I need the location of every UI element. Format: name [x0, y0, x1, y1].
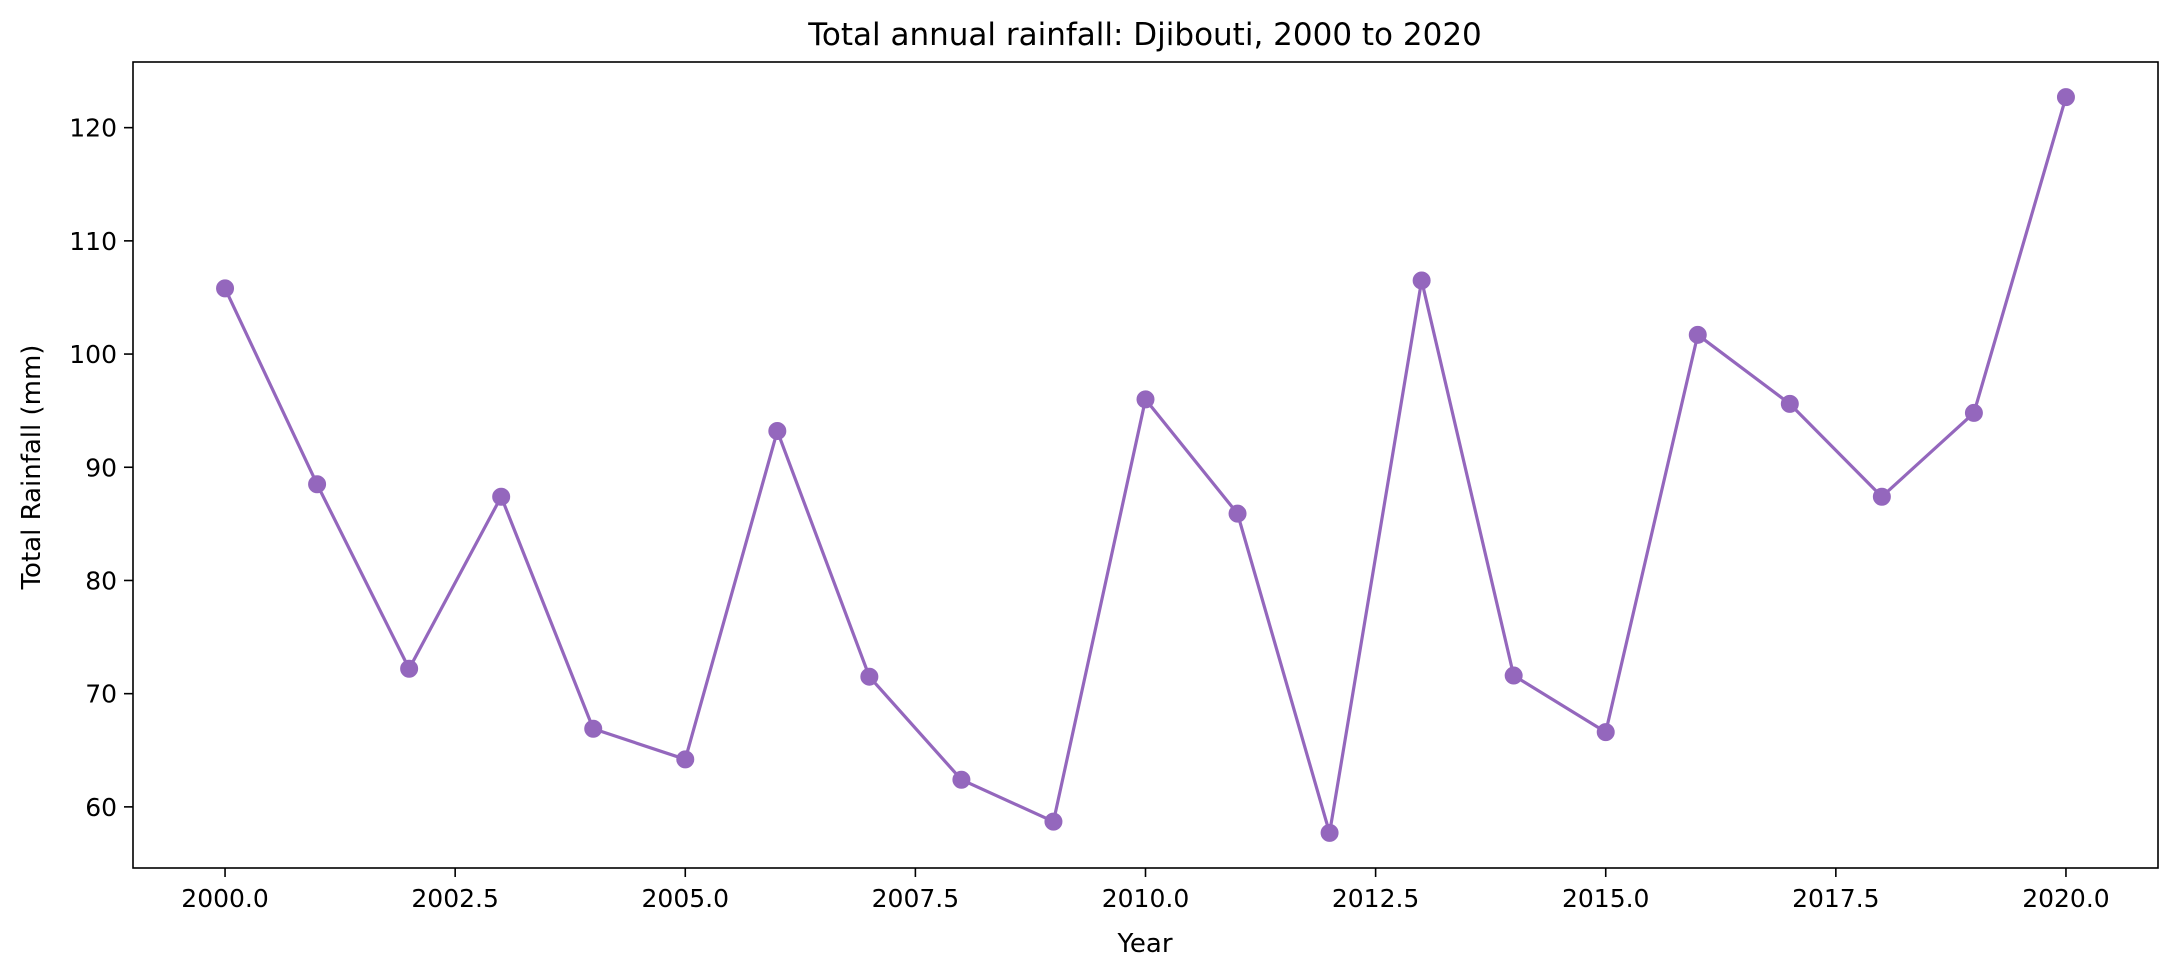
- y-tick-label: 80: [85, 566, 117, 595]
- data-point: [952, 770, 971, 789]
- x-tick-label: 2015.0: [1562, 884, 1649, 913]
- data-point: [1228, 504, 1247, 523]
- data-point: [1688, 325, 1707, 344]
- data-point: [676, 750, 695, 769]
- data-point: [216, 279, 235, 298]
- data-point: [400, 659, 419, 678]
- data-point: [1044, 812, 1063, 831]
- y-tick-label: 60: [85, 793, 117, 822]
- y-axis: 60 70 80 90 100 110 120: [69, 114, 133, 822]
- x-tick-label: 2010.0: [1102, 884, 1189, 913]
- y-tick-label: 110: [69, 227, 117, 256]
- data-point: [1320, 823, 1339, 842]
- data-point: [1964, 403, 1983, 422]
- y-tick-label: 90: [85, 453, 117, 482]
- data-point: [1872, 487, 1891, 506]
- data-point: [584, 719, 603, 738]
- x-tick-label: 2000.0: [181, 884, 268, 913]
- data-point: [308, 475, 327, 494]
- data-point: [2056, 88, 2075, 107]
- data-point: [860, 667, 879, 686]
- y-tick-label: 120: [69, 114, 117, 143]
- plot-frame: [132, 61, 2159, 869]
- plot-area: [132, 61, 2159, 869]
- x-tick-label: 2012.5: [1332, 884, 1419, 913]
- data-point: [492, 487, 511, 506]
- x-axis: 2000.0 2002.5 2005.0 2007.5 2010.0 2012.5 2015…: [181, 868, 2110, 913]
- data-point: [1136, 390, 1155, 409]
- x-axis-label: Year: [1116, 929, 1172, 959]
- x-tick-label: 2007.5: [872, 884, 959, 913]
- x-tick-label: 2020.0: [2022, 884, 2109, 913]
- x-tick-label: 2005.0: [642, 884, 729, 913]
- x-tick-label: 2002.5: [411, 884, 498, 913]
- x-tick-label: 2017.5: [1792, 884, 1879, 913]
- series-line: [223, 95, 2068, 835]
- data-point: [1504, 666, 1523, 685]
- chart-title: Total annual rainfall: Djibouti, 2000 to…: [807, 17, 1482, 53]
- y-axis-label: Total Rainfall (mm): [17, 345, 47, 591]
- data-point: [768, 422, 787, 441]
- y-tick-label: 100: [69, 340, 117, 369]
- data-point: [1412, 271, 1431, 290]
- data-point: [1596, 723, 1615, 742]
- y-tick-label: 70: [85, 680, 117, 709]
- data-point: [1780, 394, 1799, 413]
